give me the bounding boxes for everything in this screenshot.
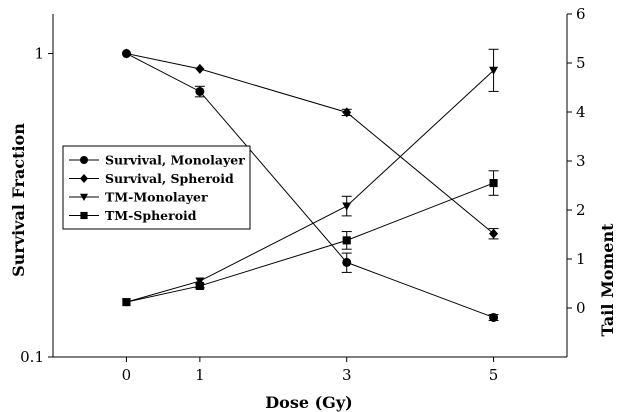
x-axis-ticks: 0 1 3 5 [122,357,499,384]
y-tick-label: 1 [34,45,44,63]
triangle-down-marker [489,66,499,75]
legend-label: Survival, Spheroid [105,171,234,186]
legend-label: TM-Monolayer [105,190,208,205]
x-tick-label: 5 [489,366,499,384]
legend: Survival, Monolayer Survival, Spheroid TM-… [62,145,251,230]
y2-tick-label: 5 [576,54,586,72]
y2-tick-label: 1 [576,250,586,268]
circle-marker [195,86,205,96]
circle-marker [489,312,499,322]
y2-tick-label: 4 [576,103,586,121]
y-axis-ticks: 0.11 [20,45,53,366]
axes [52,14,568,358]
series-tm-spheroid [122,170,499,307]
y2-axis-title: Tail Moment [598,223,617,337]
series-survival-spheroid [121,48,499,240]
y2-tick-label: 3 [576,152,586,170]
square-marker [80,211,88,220]
triangle-down-marker [80,193,88,201]
y2-axis-ticks: 0 1 2 3 4 5 6 [567,5,586,317]
x-tick-label: 3 [342,366,352,384]
legend-label: Survival, Monolayer [105,153,245,168]
y-tick-label: 0.1 [20,348,44,366]
series-line [126,69,494,303]
square-marker [489,179,498,188]
square-marker [195,281,204,290]
triangle-down-marker [342,202,352,211]
x-tick-label: 0 [122,366,132,384]
circle-marker [342,257,352,267]
y2-tick-label: 6 [576,5,586,23]
diamond-marker [121,48,131,59]
square-marker [122,298,131,307]
x-axis-title: Dose (Gy) [265,393,352,412]
legend-label: TM-Spheroid [105,208,197,223]
diamond-marker [195,63,205,74]
diamond-marker [342,107,352,118]
triangle-down-marker [195,277,205,286]
y2-tick-label: 0 [576,299,586,317]
diamond-marker [80,174,88,183]
y-axis-title: Survival Fraction [9,123,28,277]
diamond-marker [489,228,499,239]
y2-tick-label: 2 [576,201,586,219]
series-line [126,182,494,303]
circle-marker [80,156,88,164]
series-line [126,53,494,318]
series-line [126,53,494,235]
x-tick-label: 1 [195,366,205,384]
square-marker [342,236,351,245]
series-layer [121,48,499,322]
